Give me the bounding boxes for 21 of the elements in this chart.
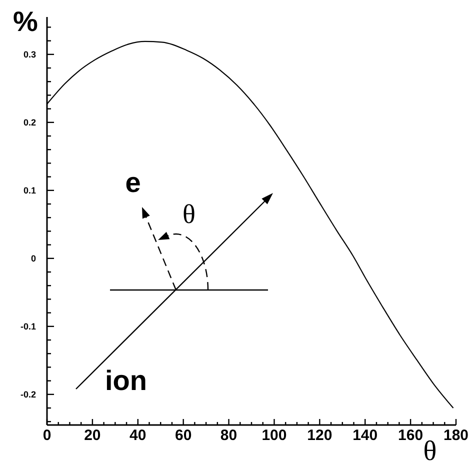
x-tick-label: 120 [307, 426, 332, 444]
y-tick-label: 0.2 [23, 118, 36, 128]
y-axis-title: % [13, 6, 38, 37]
y-tick-label: 0 [30, 254, 36, 264]
annotation: e [125, 167, 141, 198]
x-tick-label: 140 [352, 426, 378, 444]
x-tick-label: 40 [130, 426, 146, 444]
y-tick-label: -0.1 [20, 322, 36, 332]
y-tick-label: 0.1 [23, 186, 36, 196]
y-tick-label: 0.3 [23, 50, 36, 60]
x-tick-label: 20 [84, 426, 101, 444]
x-tick-label: 160 [398, 426, 424, 444]
x-tick-label: 180 [443, 426, 469, 444]
y-tick-label: -0.2 [20, 390, 36, 400]
x-tick-label: 60 [174, 426, 192, 444]
x-tick-label: 80 [220, 426, 238, 444]
x-tick-label: 100 [262, 426, 287, 444]
annotation: θ [182, 199, 196, 229]
annotation: ion [105, 365, 147, 396]
x-tick-label: 0 [42, 426, 52, 444]
x-axis-title: θ [423, 436, 437, 463]
